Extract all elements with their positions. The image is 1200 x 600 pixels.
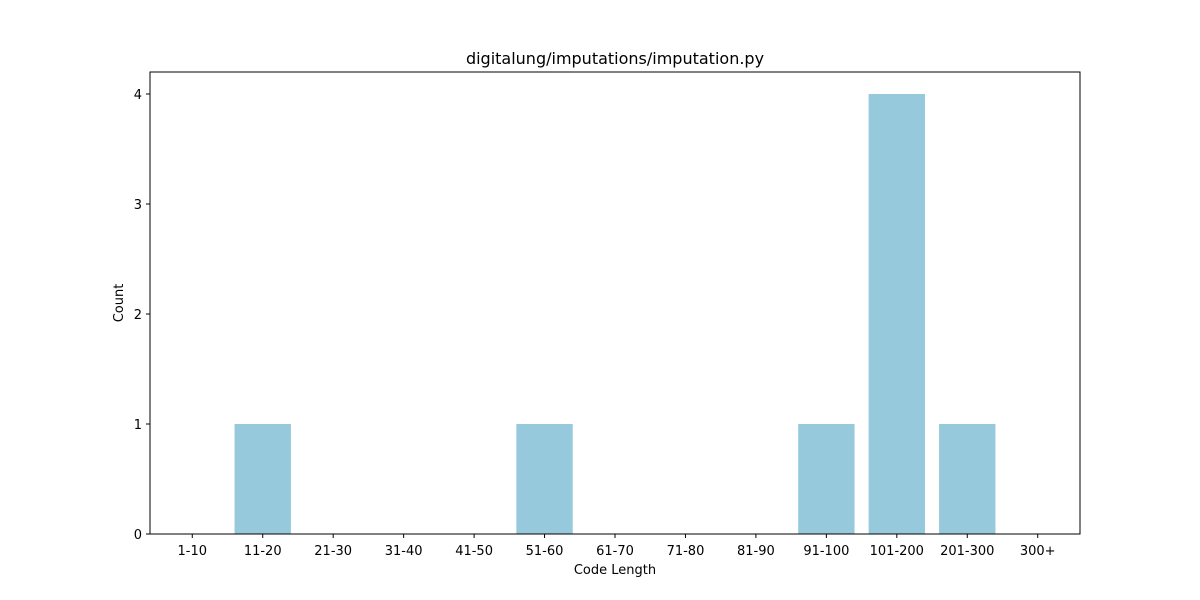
- x-tick-label: 11-20: [244, 544, 282, 559]
- x-tick-label: 71-80: [667, 544, 705, 559]
- x-axis-label: Code Length: [574, 563, 656, 578]
- x-tick-label: 1-10: [178, 544, 208, 559]
- bar-11-20: [234, 424, 291, 534]
- bar-101-200: [868, 94, 925, 534]
- y-ticks-group: 0 1 2 3 4: [134, 88, 150, 543]
- bars-group: [234, 94, 996, 534]
- x-tick-label: 41-50: [455, 544, 493, 559]
- x-tick-label: 31-40: [385, 544, 423, 559]
- x-tick-label: 81-90: [737, 544, 775, 559]
- x-tick-label: 51-60: [526, 544, 564, 559]
- x-tick-label: 101-200: [870, 544, 924, 559]
- y-tick-label: 3: [134, 198, 142, 213]
- y-axis-label: Count: [112, 284, 127, 323]
- x-ticks-group: 1-10 11-20 21-30 31-40 41-50 51-60 61-70 71-80 8…: [178, 534, 1056, 559]
- y-tick-label: 2: [134, 308, 142, 323]
- x-tick-label: 61-70: [596, 544, 634, 559]
- y-tick-label: 0: [134, 528, 142, 543]
- bar-201-300: [939, 424, 996, 534]
- x-tick-label: 91-100: [803, 544, 849, 559]
- bar-91-100: [798, 424, 855, 534]
- x-tick-label: 201-300: [940, 544, 994, 559]
- bar-51-60: [516, 424, 573, 534]
- x-tick-label: 300+: [1020, 544, 1056, 559]
- chart-title: digitalung/imputations/imputation.py: [466, 49, 764, 68]
- y-tick-label: 1: [134, 418, 142, 433]
- plot-frame: [149, 71, 1081, 535]
- y-tick-label: 4: [134, 88, 142, 103]
- x-tick-label: 21-30: [314, 544, 352, 559]
